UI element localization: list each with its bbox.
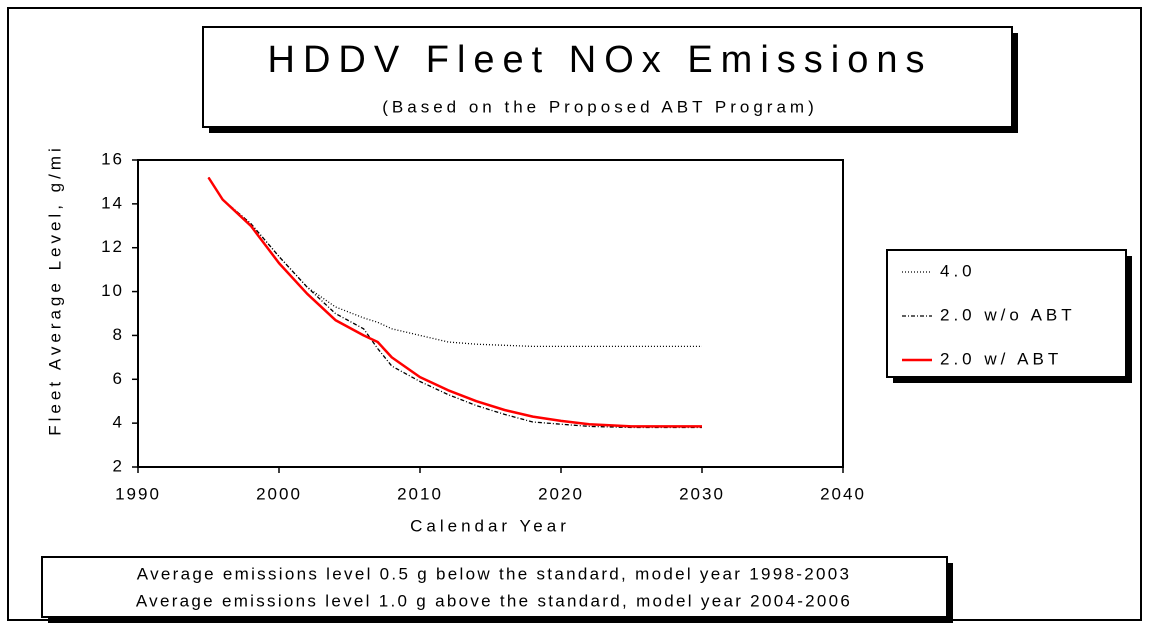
legend-box: [886, 249, 1127, 378]
x-tick-label: 2040: [820, 484, 866, 503]
x-tick-label: 2030: [679, 484, 725, 503]
plot-frame: [137, 159, 844, 468]
annotation: Average emissions level 0.5 g below the …: [137, 564, 851, 583]
x-axis-label: Calendar Year: [410, 516, 570, 535]
title-box: [202, 26, 1013, 128]
y-tick-label: 2: [113, 456, 124, 475]
x-tick-label: 2020: [538, 484, 584, 503]
y-tick-label: 10: [101, 281, 124, 300]
legend-label: 2.0 w/o ABT: [940, 305, 1076, 324]
y-tick-label: 12: [101, 237, 124, 256]
y-tick-label: 16: [101, 149, 124, 168]
chart-title: HDDV Fleet NOx Emissions: [268, 39, 933, 81]
y-tick-label: 14: [101, 193, 124, 212]
series-line: [207, 176, 702, 428]
chart-subtitle: (Based on the Proposed ABT Program): [382, 97, 817, 116]
legend-label: 2.0 w/ ABT: [940, 349, 1062, 368]
series-line: [207, 177, 702, 429]
y-tick-label: 8: [113, 325, 124, 344]
x-tick-label: 2010: [397, 484, 443, 503]
y-axis-label: Fleet Average Level, g/mi: [45, 144, 64, 436]
annotation: Average emissions level 1.0 g above the …: [136, 591, 852, 610]
x-tick-label: 1990: [115, 484, 161, 503]
y-tick-label: 4: [113, 413, 124, 432]
x-tick-label: 2000: [256, 484, 302, 503]
legend-label: 4.0: [940, 261, 976, 280]
y-tick-label: 6: [113, 369, 124, 388]
note-box: [41, 556, 948, 618]
